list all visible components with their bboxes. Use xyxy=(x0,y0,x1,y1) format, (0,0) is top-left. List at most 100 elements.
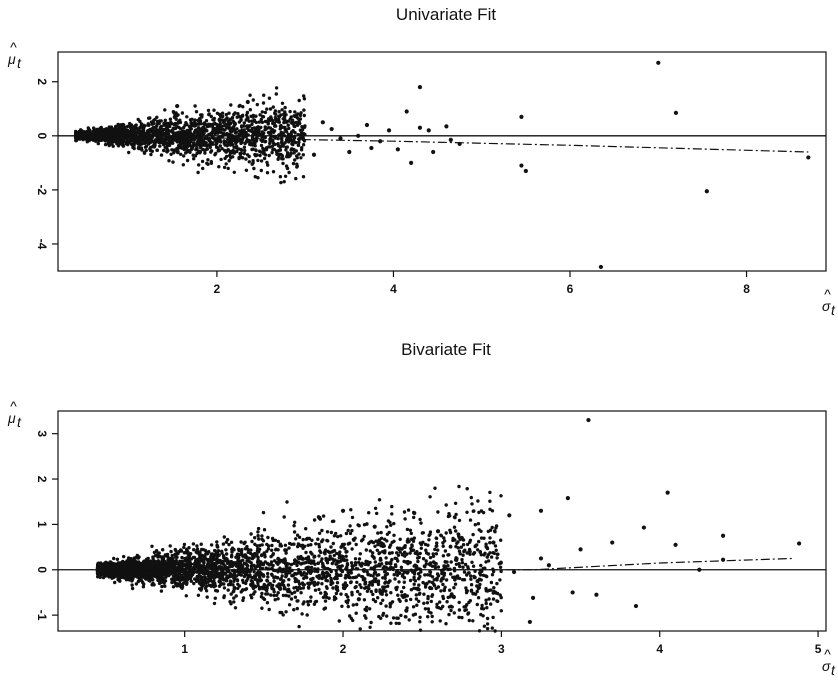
data-point xyxy=(371,592,375,597)
data-point xyxy=(125,138,129,142)
data-point xyxy=(311,152,317,157)
data-point xyxy=(392,533,396,537)
point-cloud xyxy=(95,484,503,633)
data-point xyxy=(250,162,254,166)
data-point xyxy=(282,515,286,519)
data-point xyxy=(390,512,394,516)
data-point xyxy=(244,562,248,566)
data-point xyxy=(673,110,679,115)
data-point xyxy=(268,145,272,149)
data-point xyxy=(519,114,524,119)
data-point xyxy=(355,580,359,584)
data-point xyxy=(320,120,325,125)
data-point xyxy=(434,536,439,541)
data-point xyxy=(424,559,428,563)
data-point xyxy=(173,121,177,126)
data-point xyxy=(430,594,434,598)
data-point xyxy=(74,136,79,140)
data-point xyxy=(305,613,309,617)
data-point xyxy=(433,486,437,490)
data-point xyxy=(488,551,492,555)
data-point xyxy=(302,97,307,101)
data-point xyxy=(350,515,355,520)
data-point xyxy=(357,557,362,561)
data-point xyxy=(176,150,180,155)
data-point xyxy=(469,577,473,581)
data-point xyxy=(304,537,309,541)
data-point xyxy=(272,579,276,583)
data-point xyxy=(266,575,270,579)
data-point xyxy=(184,582,189,586)
data-point xyxy=(184,146,188,151)
data-point xyxy=(301,537,305,542)
data-point xyxy=(334,531,338,536)
data-point xyxy=(403,517,407,521)
data-point xyxy=(256,534,260,538)
data-point xyxy=(191,542,196,546)
data-point xyxy=(430,614,434,619)
data-point xyxy=(332,553,336,558)
data-point xyxy=(259,143,264,148)
data-point xyxy=(262,551,266,555)
data-point xyxy=(238,562,243,566)
data-point xyxy=(168,117,173,121)
data-point xyxy=(212,127,217,131)
data-point xyxy=(377,573,381,577)
data-point xyxy=(221,134,225,138)
y-tick-label: 2 xyxy=(35,476,49,483)
data-point xyxy=(198,563,202,567)
data-point xyxy=(176,121,180,125)
data-point xyxy=(208,142,212,146)
data-point xyxy=(146,142,151,146)
data-point xyxy=(249,142,253,146)
data-point xyxy=(498,578,502,582)
data-point xyxy=(197,587,202,591)
data-point xyxy=(394,586,398,590)
data-point xyxy=(368,549,372,553)
data-point xyxy=(189,121,193,125)
data-point xyxy=(160,556,164,560)
data-point xyxy=(232,112,236,117)
data-point xyxy=(486,559,491,563)
data-point xyxy=(449,572,453,576)
data-point xyxy=(329,530,334,535)
data-point xyxy=(271,139,275,143)
data-point xyxy=(182,143,187,147)
data-point xyxy=(407,618,411,622)
data-point xyxy=(301,175,306,179)
data-point xyxy=(248,93,252,97)
data-point xyxy=(364,608,369,613)
data-point xyxy=(489,555,494,559)
data-point xyxy=(299,156,303,160)
data-point xyxy=(181,163,185,167)
data-point xyxy=(163,584,167,588)
data-point xyxy=(98,130,102,134)
data-point xyxy=(260,130,264,134)
data-point xyxy=(284,120,289,124)
data-point xyxy=(293,590,297,594)
data-point xyxy=(350,567,355,571)
data-point xyxy=(449,604,453,608)
data-point xyxy=(178,118,182,122)
data-point xyxy=(174,117,178,122)
data-point xyxy=(301,586,305,590)
data-point xyxy=(436,565,441,569)
data-point xyxy=(806,155,811,160)
data-point xyxy=(218,130,222,134)
data-point xyxy=(123,130,128,134)
data-point xyxy=(120,137,125,141)
data-point xyxy=(443,549,448,553)
data-point xyxy=(251,159,255,163)
data-point xyxy=(263,140,267,144)
data-point xyxy=(222,586,227,590)
data-point xyxy=(245,117,249,121)
data-point xyxy=(209,114,213,119)
data-point xyxy=(307,582,312,586)
data-point xyxy=(411,548,416,552)
data-point xyxy=(184,151,188,155)
data-point xyxy=(704,189,709,194)
data-point xyxy=(301,143,306,147)
data-point xyxy=(136,117,140,122)
data-point xyxy=(354,585,358,589)
data-point xyxy=(267,607,271,612)
